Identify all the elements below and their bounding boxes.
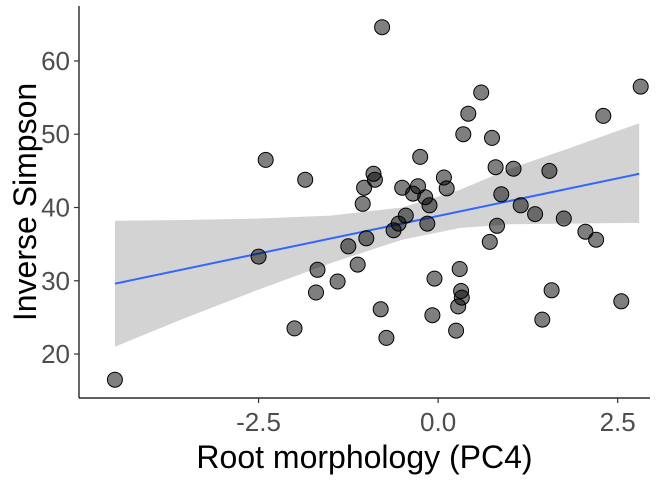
- data-point: [527, 206, 544, 223]
- data-point: [378, 329, 395, 346]
- data-point: [481, 233, 498, 250]
- data-point: [250, 248, 267, 265]
- data-point: [374, 19, 391, 36]
- x-tick-label: -2.5: [236, 407, 281, 437]
- data-point: [451, 261, 468, 277]
- data-point: [410, 178, 426, 195]
- data-point: [349, 256, 366, 273]
- y-tick-label: 20: [41, 339, 70, 369]
- data-point: [632, 78, 649, 95]
- data-point: [397, 207, 414, 224]
- data-point: [297, 171, 314, 188]
- data-point: [543, 282, 560, 299]
- data-point: [421, 197, 438, 214]
- data-point: [460, 105, 477, 122]
- data-point: [329, 273, 346, 290]
- trend-line: [114, 172, 640, 285]
- data-point: [106, 371, 123, 388]
- data-point: [438, 180, 455, 197]
- data-point: [354, 195, 371, 212]
- data-point: [489, 217, 505, 234]
- data-point: [426, 270, 443, 287]
- data-point: [372, 301, 389, 318]
- data-point: [534, 311, 551, 328]
- data-point: [308, 284, 324, 301]
- data-point: [412, 148, 429, 165]
- y-tick-label: 60: [41, 46, 70, 76]
- y-axis-title: Inverse Simpson: [7, 83, 43, 321]
- data-points: [106, 19, 649, 388]
- data-point: [366, 171, 383, 188]
- data-point: [473, 84, 490, 101]
- data-point: [340, 238, 357, 255]
- data-point: [419, 215, 436, 232]
- data-point: [356, 179, 373, 196]
- data-point: [541, 162, 558, 179]
- confidence-band: [114, 123, 640, 347]
- data-point: [493, 186, 510, 203]
- data-point: [257, 151, 274, 168]
- plot-area: [106, 19, 649, 388]
- data-point: [455, 126, 472, 143]
- x-axis-title: Root morphology (PC4): [196, 439, 532, 475]
- data-point: [453, 289, 470, 306]
- x-axis-ticks: -2.5 0.0 2.5: [236, 398, 636, 437]
- data-point: [309, 261, 326, 278]
- data-point: [484, 129, 500, 146]
- y-tick-label: 30: [41, 266, 70, 296]
- data-point: [358, 230, 375, 247]
- data-point: [555, 210, 572, 227]
- y-tick-label: 40: [41, 192, 70, 222]
- data-point: [588, 231, 605, 248]
- data-point: [595, 107, 612, 124]
- data-point: [577, 223, 594, 240]
- data-point: [505, 160, 522, 177]
- data-point: [448, 322, 465, 339]
- y-tick-label: 50: [41, 119, 70, 149]
- data-point: [487, 159, 504, 176]
- x-tick-label: 0.0: [420, 407, 456, 437]
- data-point: [613, 293, 630, 310]
- data-point: [424, 307, 441, 324]
- data-point: [286, 320, 303, 337]
- x-tick-label: 2.5: [600, 407, 636, 437]
- data-point: [512, 197, 529, 214]
- y-axis-ticks: 20 30 40 50 60: [41, 46, 79, 369]
